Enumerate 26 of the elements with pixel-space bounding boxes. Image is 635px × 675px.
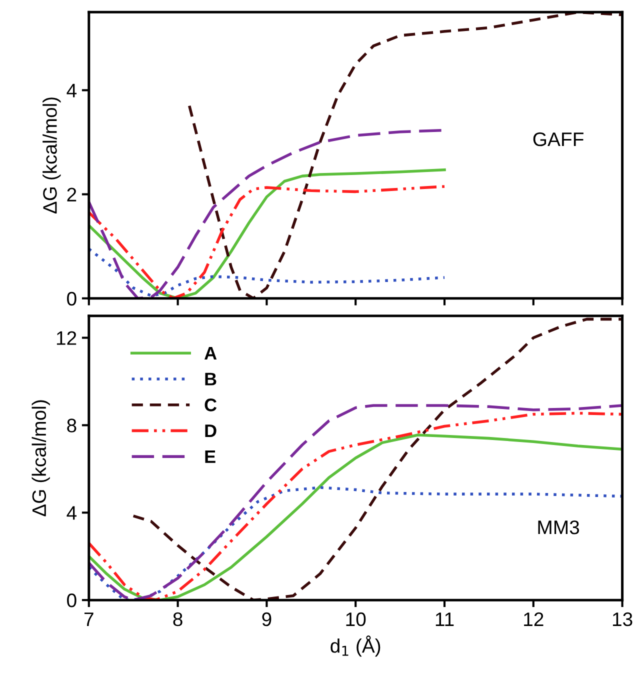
y-tick-label: 0 — [67, 292, 76, 306]
x-tick-label: 9 — [262, 612, 272, 626]
y-axis-title: ΔG (kcal/mol) — [42, 98, 61, 214]
x-tick-label: 7 — [84, 612, 94, 626]
line-series — [132, 318, 622, 600]
line-series — [88, 248, 446, 298]
annotation: MM3 — [538, 520, 580, 534]
y-tick-label: 4 — [66, 506, 77, 520]
y-tick-label: 8 — [67, 418, 76, 432]
legend-label: C — [204, 398, 217, 412]
x-tick-label: 8 — [173, 612, 182, 626]
x-tick-label: 13 — [612, 612, 632, 626]
x-tick-label: 10 — [346, 612, 366, 626]
annotation: GAFF — [533, 132, 584, 146]
legend-label: A — [204, 347, 217, 360]
legend-label: E — [205, 450, 216, 463]
legend-label: D — [205, 424, 216, 438]
x-axis-title: d$_{1}$ (Å) — [330, 636, 380, 657]
y-tick-label: 0 — [67, 594, 76, 608]
y-tick-label: 12 — [56, 331, 76, 345]
legend-label: B — [205, 372, 216, 386]
x-tick-label: 11 — [436, 612, 454, 626]
y-tick-label: 2 — [67, 188, 76, 202]
x-tick-label: 12 — [524, 612, 544, 626]
y-axis-title: ΔG (kcal/mol) — [32, 400, 50, 516]
y-tick-label: 4 — [66, 84, 77, 98]
